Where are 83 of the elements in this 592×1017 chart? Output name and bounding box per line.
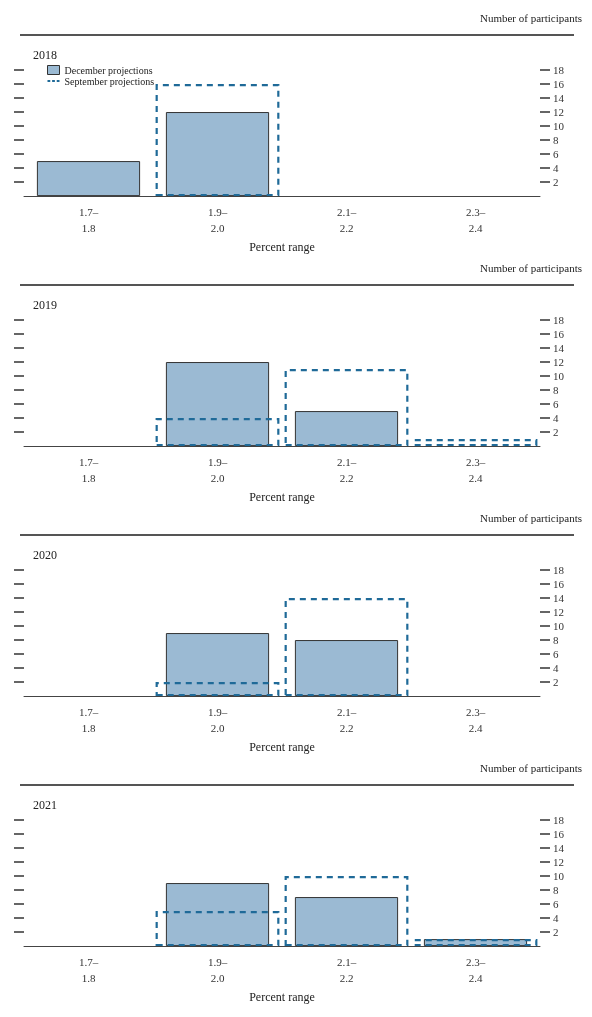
- x-tick-label: 2.3– 2.4: [465, 206, 486, 235]
- x-axis-title: Percent range: [249, 490, 315, 504]
- y-tick-label: 16: [553, 328, 565, 341]
- x-tick-label: 1.7– 1.8: [78, 706, 99, 735]
- x-tick-label: 2.1– 2.2: [336, 456, 357, 485]
- y-tick-label: 6: [553, 898, 559, 911]
- y-tick-label: 16: [553, 828, 565, 841]
- y-tick-label: 12: [553, 856, 564, 869]
- y-axis-title: Number of participants: [479, 511, 583, 524]
- x-tick-label: 1.7– 1.8: [78, 956, 99, 985]
- y-tick-label: 18: [553, 814, 565, 826]
- y-tick-label: 8: [553, 134, 559, 147]
- x-tick-label: 2.3– 2.4: [465, 956, 486, 985]
- y-tick-label: 6: [553, 398, 559, 411]
- x-tick-label: 2.3– 2.4: [465, 706, 486, 735]
- y-tick-label: 8: [553, 384, 559, 397]
- x-tick-label: 1.7– 1.8: [78, 456, 99, 485]
- y-tick-label: 10: [553, 620, 565, 633]
- chart-title: 2019: [33, 298, 57, 312]
- legend-label: September projections: [64, 75, 155, 87]
- x-tick-label: 1.9– 2.0: [207, 706, 228, 735]
- y-tick-label: 8: [553, 884, 559, 897]
- bar: [294, 897, 399, 947]
- y-tick-label: 2: [553, 926, 559, 939]
- x-tick-label: 2.1– 2.2: [336, 206, 357, 235]
- bar: [155, 682, 280, 697]
- y-tick-label: 4: [553, 162, 559, 175]
- y-tick-label: 4: [553, 662, 559, 675]
- x-tick-label: 1.9– 2.0: [207, 206, 228, 235]
- x-axis-title: Percent range: [249, 740, 315, 754]
- chart-title: 2020: [33, 548, 57, 562]
- y-tick-label: 10: [553, 370, 565, 383]
- y-tick-label: 8: [553, 634, 559, 647]
- y-axis-title: Number of participants: [479, 11, 583, 24]
- bar: [155, 911, 280, 947]
- y-tick-label: 14: [553, 342, 565, 355]
- legend-label: December projections: [64, 64, 153, 76]
- y-tick-label: 2: [553, 676, 559, 689]
- bar: [155, 84, 280, 197]
- y-tick-label: 6: [553, 148, 559, 161]
- y-axis-title: Number of participants: [479, 761, 583, 774]
- y-tick-label: 18: [553, 314, 565, 326]
- y-tick-label: 12: [553, 106, 564, 119]
- y-tick-label: 14: [553, 92, 565, 105]
- bar: [165, 362, 270, 447]
- bar: [413, 439, 538, 447]
- y-axis-title: Number of participants: [479, 261, 583, 274]
- y-tick-label: 16: [553, 78, 565, 91]
- x-tick-label: 1.9– 2.0: [207, 456, 228, 485]
- y-tick-label: 14: [553, 842, 565, 855]
- y-tick-label: 2: [553, 176, 559, 189]
- x-axis-title: Percent range: [249, 240, 315, 254]
- y-tick-label: 4: [553, 912, 559, 925]
- bar: [294, 640, 399, 697]
- x-tick-label: 1.7– 1.8: [78, 206, 99, 235]
- y-tick-label: 16: [553, 578, 565, 591]
- y-tick-label: 10: [553, 870, 565, 883]
- x-tick-label: 1.9– 2.0: [207, 956, 228, 985]
- bar: [413, 939, 538, 947]
- x-tick-label: 2.1– 2.2: [336, 706, 357, 735]
- bar: [284, 598, 409, 697]
- bar: [36, 161, 141, 197]
- y-tick-label: 10: [553, 120, 565, 133]
- bar: [155, 418, 280, 447]
- y-tick-label: 2: [553, 426, 559, 439]
- bar: [165, 633, 270, 697]
- y-tick-label: 14: [553, 592, 565, 605]
- y-tick-label: 18: [553, 564, 565, 576]
- y-tick-label: 12: [553, 606, 564, 619]
- bar: [165, 883, 270, 947]
- y-tick-label: 12: [553, 356, 564, 369]
- y-tick-label: 4: [553, 412, 559, 425]
- chart-title: 2018: [33, 48, 57, 62]
- x-tick-label: 2.3– 2.4: [465, 456, 486, 485]
- x-axis-title: Percent range: [249, 990, 315, 1004]
- bar: [294, 411, 399, 447]
- y-tick-label: 18: [553, 64, 565, 76]
- chart-title: 2021: [33, 798, 57, 812]
- bar: [284, 369, 409, 447]
- bar: [165, 112, 270, 197]
- bar: [284, 876, 409, 947]
- y-tick-label: 6: [553, 648, 559, 661]
- x-tick-label: 2.1– 2.2: [336, 956, 357, 985]
